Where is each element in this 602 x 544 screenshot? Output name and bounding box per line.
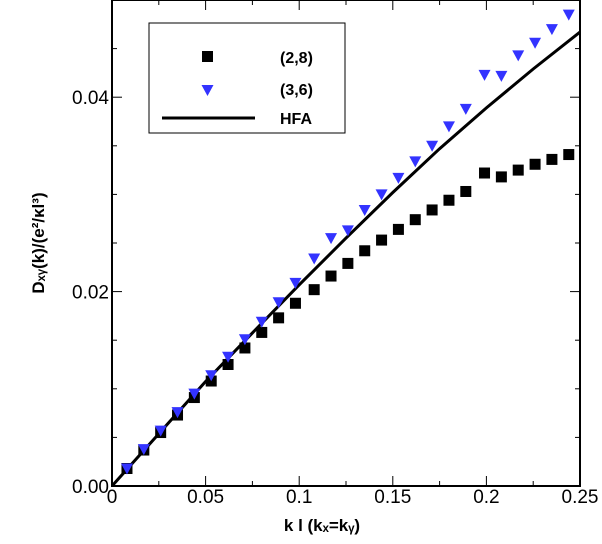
y-axis-title: Dₓᵧ(k)/(e²/κl³) <box>29 192 48 293</box>
data-point-square <box>239 342 251 354</box>
data-point-triangle <box>442 121 455 133</box>
data-point-triangle <box>255 316 268 328</box>
data-point-square <box>443 194 455 206</box>
data-point-square <box>392 223 404 235</box>
data-point-triangle <box>495 70 508 82</box>
data-point-triangle <box>289 277 302 289</box>
x-tick-label: 0.15 <box>374 487 411 508</box>
data-point-triangle <box>545 24 558 36</box>
data-point-triangle <box>562 9 575 21</box>
x-tick-label: 0.25 <box>562 487 599 508</box>
data-point-square <box>495 171 507 183</box>
data-point-triangle <box>238 334 251 346</box>
data-point-triangle <box>308 253 321 265</box>
legend-label-series-1: (2,8) <box>280 50 313 67</box>
legend-label-series-3: HFA <box>280 111 312 128</box>
data-point-square <box>563 149 575 161</box>
legend-marker-triangle <box>201 85 214 96</box>
legend-marker-square <box>202 51 213 62</box>
x-tick-label: 0 <box>107 487 118 508</box>
data-point-square <box>325 270 337 282</box>
y-tick-label: 0.00 <box>72 477 109 498</box>
data-point-square <box>359 245 371 257</box>
data-point-triangle <box>341 225 354 237</box>
data-point-triangle <box>205 370 218 382</box>
data-point-square <box>376 234 388 246</box>
legend-label-series-2: (3,6) <box>280 82 313 99</box>
x-axis-title: k l (kₓ=kᵧ) <box>284 516 360 535</box>
data-point-square <box>342 257 354 269</box>
data-point-triangle <box>171 407 184 419</box>
data-point-square <box>308 284 320 296</box>
data-point-triangle <box>154 425 167 437</box>
data-point-square <box>289 297 301 309</box>
data-point-square <box>222 359 234 370</box>
legend-box <box>148 22 346 134</box>
x-tick-label: 0.05 <box>187 487 224 508</box>
data-point-triangle <box>529 37 542 49</box>
data-point-triangle <box>426 140 439 152</box>
data-point-triangle <box>188 388 201 400</box>
y-tick-label: 0.02 <box>72 283 109 304</box>
data-point-triangle <box>375 189 388 201</box>
x-tick-label: 0.2 <box>473 487 499 508</box>
data-point-square <box>546 153 558 165</box>
data-point-triangle <box>120 463 133 475</box>
y-tick-label: 0.04 <box>72 88 109 109</box>
data-point-triangle <box>512 50 525 62</box>
data-point-square <box>460 185 472 197</box>
data-point-square <box>273 312 285 324</box>
data-point-triangle <box>137 444 150 456</box>
data-point-triangle <box>272 297 285 309</box>
legend: (2,8) (3,6) HFA <box>148 22 346 134</box>
data-point-square <box>256 326 268 338</box>
data-point-square <box>426 204 438 216</box>
data-point-triangle <box>392 172 405 184</box>
data-point-triangle <box>478 69 491 81</box>
data-point-triangle <box>325 233 338 245</box>
data-point-triangle <box>222 351 235 363</box>
plot-area <box>110 9 581 488</box>
x-axis: 0 0.05 0.1 0.15 0.2 0.25 <box>107 0 599 508</box>
data-point-square <box>529 158 541 170</box>
data-point-triangle <box>358 204 371 216</box>
y-axis: 0.00 0.02 0.04 <box>72 0 580 498</box>
x-tick-label: 0.1 <box>286 487 312 508</box>
data-point-square <box>479 167 491 179</box>
data-point-square <box>409 214 421 226</box>
data-point-triangle <box>459 103 472 115</box>
data-point-triangle <box>409 156 422 168</box>
data-point-square <box>512 164 524 176</box>
